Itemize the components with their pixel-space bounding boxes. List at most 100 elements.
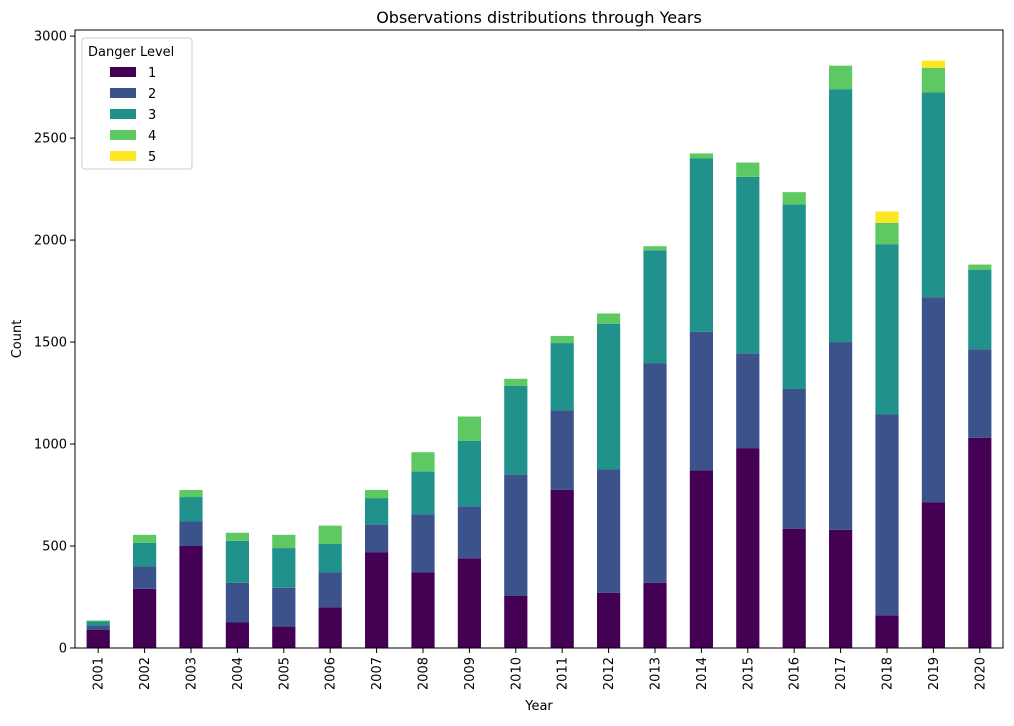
bar-2006-level-1: [318, 607, 342, 648]
legend-items: 1 2 3 4 5: [110, 66, 156, 165]
bar-2010-level-4: [504, 378, 528, 386]
x-tick-label: 2004: [231, 657, 246, 690]
legend-swatch-level-1: [110, 67, 136, 77]
legend-label-level-1: 1: [148, 66, 156, 81]
bar-2015-level-3: [736, 176, 760, 354]
legend-title: Danger Level: [88, 45, 174, 60]
bar-2009-level-3: [457, 440, 481, 507]
x-tick-label: 2017: [834, 657, 849, 690]
y-tick-label: 3000: [34, 30, 67, 45]
y-tick-label: 1500: [34, 336, 67, 351]
bar-2014-level-2: [689, 331, 713, 471]
bar-2009-level-2: [457, 506, 481, 559]
bar-2019-level-1: [921, 502, 945, 648]
bar-2016-level-3: [782, 204, 806, 389]
bar-2005-level-2: [272, 587, 296, 627]
bar-2009-level-1: [457, 558, 481, 648]
bar-2018-level-1: [875, 615, 899, 648]
bar-2012-level-3: [597, 323, 621, 470]
bar-2007-level-4: [365, 489, 389, 499]
bar-2002-level-1: [133, 588, 157, 648]
bar-2012-level-4: [597, 313, 621, 324]
bar-2011-level-4: [550, 335, 574, 344]
bar-2011-level-2: [550, 410, 574, 490]
y-tick-label: 0: [59, 642, 67, 657]
legend: Danger Level 1 2 3 4 5: [81, 37, 193, 170]
bar-2007-level-2: [365, 524, 389, 553]
bar-2013-level-2: [643, 363, 667, 583]
bar-2012-level-1: [597, 592, 621, 648]
bar-2006-level-2: [318, 572, 342, 608]
x-axis-label: Year: [524, 699, 553, 714]
bar-2003-level-1: [179, 546, 203, 648]
bar-2017-level-3: [829, 89, 853, 343]
bar-2018-level-2: [875, 414, 899, 616]
bar-2010-level-2: [504, 474, 528, 596]
x-tick-label: 2001: [92, 657, 107, 690]
bar-2017-level-4: [829, 65, 853, 90]
bar-2013-level-4: [643, 246, 667, 251]
legend-label-level-5: 5: [148, 150, 156, 165]
legend-label-level-2: 2: [148, 87, 156, 102]
bar-2015-level-4: [736, 162, 760, 177]
bars-layer: [86, 60, 992, 648]
x-axis-ticks: 2001 2002 2003 2004 2005 2006 2007 2008 2009 2010…: [92, 648, 988, 690]
bar-2004-level-4: [225, 532, 249, 541]
bar-2016-level-1: [782, 528, 806, 648]
bar-2019-level-3: [921, 92, 945, 298]
bar-2010-level-3: [504, 385, 528, 475]
x-tick-label: 2010: [509, 657, 524, 690]
bar-2014-level-4: [689, 153, 713, 159]
bar-2011-level-1: [550, 489, 574, 648]
bar-2004-level-2: [225, 582, 249, 623]
x-tick-label: 2002: [138, 657, 153, 690]
bar-2012-level-2: [597, 469, 621, 593]
y-tick-label: 1000: [34, 438, 67, 453]
bar-2020-level-1: [968, 437, 992, 648]
y-axis-label: Count: [10, 320, 25, 359]
bar-2016-level-4: [782, 192, 806, 205]
bar-2015-level-2: [736, 353, 760, 449]
bar-2017-level-1: [829, 529, 853, 648]
bar-2018-level-4: [875, 222, 899, 245]
x-tick-label: 2015: [741, 657, 756, 690]
bar-2001-level-4: [86, 620, 110, 622]
bar-2009-level-4: [457, 416, 481, 441]
x-tick-label: 2007: [370, 657, 385, 690]
bar-2005-level-4: [272, 534, 296, 549]
bar-2019-level-2: [921, 297, 945, 503]
legend-box: [81, 37, 193, 170]
bar-2006-level-4: [318, 525, 342, 544]
x-tick-label: 2018: [881, 657, 896, 690]
x-tick-label: 2011: [556, 657, 571, 690]
legend-label-level-4: 4: [148, 129, 156, 144]
bar-2014-level-1: [689, 470, 713, 648]
x-tick-label: 2012: [602, 657, 617, 690]
bar-2002-level-3: [133, 542, 157, 567]
bar-2007-level-1: [365, 552, 389, 648]
y-tick-label: 2000: [34, 234, 67, 249]
y-axis-ticks: 0 500 1000 1500 2000 2500 3000: [34, 30, 75, 657]
x-tick-label: 2006: [324, 657, 339, 690]
x-tick-label: 2013: [649, 657, 664, 690]
legend-label-level-3: 3: [148, 108, 156, 123]
bar-2002-level-2: [133, 566, 157, 589]
legend-swatch-level-3: [110, 109, 136, 119]
x-tick-label: 2008: [417, 657, 432, 690]
x-tick-label: 2019: [927, 657, 942, 690]
bar-2008-level-3: [411, 471, 435, 515]
bar-2003-level-3: [179, 497, 203, 522]
y-tick-label: 2500: [34, 132, 67, 147]
bar-2019-level-5: [921, 60, 945, 68]
legend-swatch-level-2: [110, 88, 136, 98]
bar-2020-level-3: [968, 269, 992, 350]
bar-2019-level-4: [921, 67, 945, 93]
x-tick-label: 2016: [788, 657, 803, 690]
x-tick-label: 2009: [463, 657, 478, 690]
bar-2016-level-2: [782, 388, 806, 529]
bar-2008-level-1: [411, 572, 435, 648]
y-tick-label: 500: [42, 540, 67, 555]
